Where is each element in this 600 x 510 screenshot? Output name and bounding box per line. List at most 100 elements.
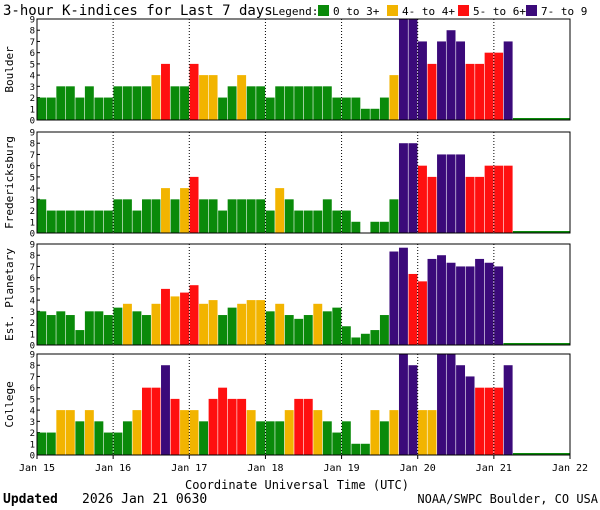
bar — [46, 210, 56, 233]
bar — [227, 398, 237, 455]
bar — [427, 176, 437, 233]
bar — [103, 432, 113, 455]
bar — [418, 165, 427, 233]
bar — [294, 86, 304, 120]
bar — [56, 210, 66, 233]
panel-frame — [36, 243, 571, 346]
bar — [313, 86, 323, 120]
bar — [37, 311, 47, 345]
bar — [246, 86, 256, 120]
y-tick-label: 4 — [30, 297, 35, 307]
bar — [370, 330, 380, 345]
y-tick-label: 3 — [30, 83, 35, 93]
y-tick-label: 2 — [30, 429, 35, 439]
bar — [37, 97, 47, 120]
bar — [503, 41, 513, 120]
y-tick-label: 4 — [30, 72, 35, 82]
y-tick-label: 5 — [30, 285, 35, 295]
bar — [398, 19, 408, 120]
legend-swatch — [387, 5, 398, 16]
bar — [161, 188, 170, 233]
bar — [122, 303, 132, 345]
bar — [313, 303, 323, 345]
x-tick-label: Jan 17 — [171, 463, 207, 474]
bar — [294, 398, 304, 455]
bar — [360, 108, 370, 120]
y-tick-label: 9 — [30, 129, 35, 139]
bar — [151, 199, 161, 233]
bar — [56, 311, 66, 345]
y-tick-label: 6 — [30, 274, 35, 284]
bar — [398, 143, 408, 233]
bar — [256, 86, 266, 120]
bar — [265, 311, 275, 345]
bar — [199, 303, 209, 345]
legend-entry: 4- to 4+ — [402, 5, 455, 18]
bar — [84, 410, 94, 455]
bar — [408, 19, 418, 120]
bar — [189, 410, 199, 455]
bar — [313, 210, 323, 233]
bar — [56, 86, 66, 120]
bar — [37, 432, 47, 455]
y-tick-label: 8 — [30, 252, 35, 262]
y-tick-label: 2 — [30, 319, 35, 329]
station-label: Fredericksburg — [3, 136, 16, 229]
y-tick-label: 1 — [30, 440, 35, 450]
y-tick-label: 6 — [30, 384, 35, 394]
bar — [265, 210, 275, 233]
bar — [189, 63, 199, 120]
bar — [199, 75, 209, 120]
y-tick-label: 8 — [30, 27, 35, 37]
x-tick-label: Jan 15 — [19, 463, 55, 474]
bar — [65, 210, 75, 233]
y-tick-label: 2 — [30, 94, 35, 104]
bar — [456, 154, 466, 233]
y-tick-label: 7 — [30, 373, 35, 383]
bar — [132, 410, 142, 455]
updated-label: Updated — [3, 492, 58, 507]
y-tick-label: 4 — [30, 407, 35, 417]
bar — [161, 288, 170, 345]
bar — [475, 387, 485, 455]
bar — [199, 199, 209, 233]
bar — [284, 410, 294, 455]
bar — [256, 199, 266, 233]
panels: 0123456789Boulder0123456789Fredericksbur… — [3, 16, 571, 462]
bar — [446, 354, 456, 455]
bar — [303, 210, 313, 233]
x-tick-label: Jan 19 — [324, 463, 360, 474]
legend-swatch — [526, 5, 537, 16]
bar — [284, 315, 294, 345]
bar — [465, 63, 475, 120]
bar — [103, 315, 113, 345]
bar — [170, 398, 180, 455]
bar — [332, 210, 342, 233]
y-tick-label: 9 — [30, 351, 35, 361]
y-tick-label: 0 — [30, 230, 35, 240]
bar — [103, 97, 113, 120]
bar — [180, 410, 189, 455]
x-tick-label: Jan 18 — [247, 463, 283, 474]
bar — [75, 210, 85, 233]
legend: 0 to 3+ 4- to 4+ 5- to 6+ 7- to 9 — [318, 5, 587, 18]
bar — [256, 421, 266, 455]
bar — [484, 165, 494, 233]
bar — [360, 443, 370, 455]
bar — [494, 266, 504, 345]
bar — [351, 97, 361, 120]
bar — [322, 421, 332, 455]
bar — [332, 432, 342, 455]
y-tick-label: 0 — [30, 342, 35, 352]
bar — [275, 421, 285, 455]
bar — [446, 262, 456, 345]
x-tick-label: Jan 16 — [95, 463, 131, 474]
bar — [494, 165, 504, 233]
bar — [94, 210, 104, 233]
bar — [151, 303, 161, 345]
bar — [265, 421, 275, 455]
bar — [303, 398, 313, 455]
bar — [170, 296, 180, 345]
